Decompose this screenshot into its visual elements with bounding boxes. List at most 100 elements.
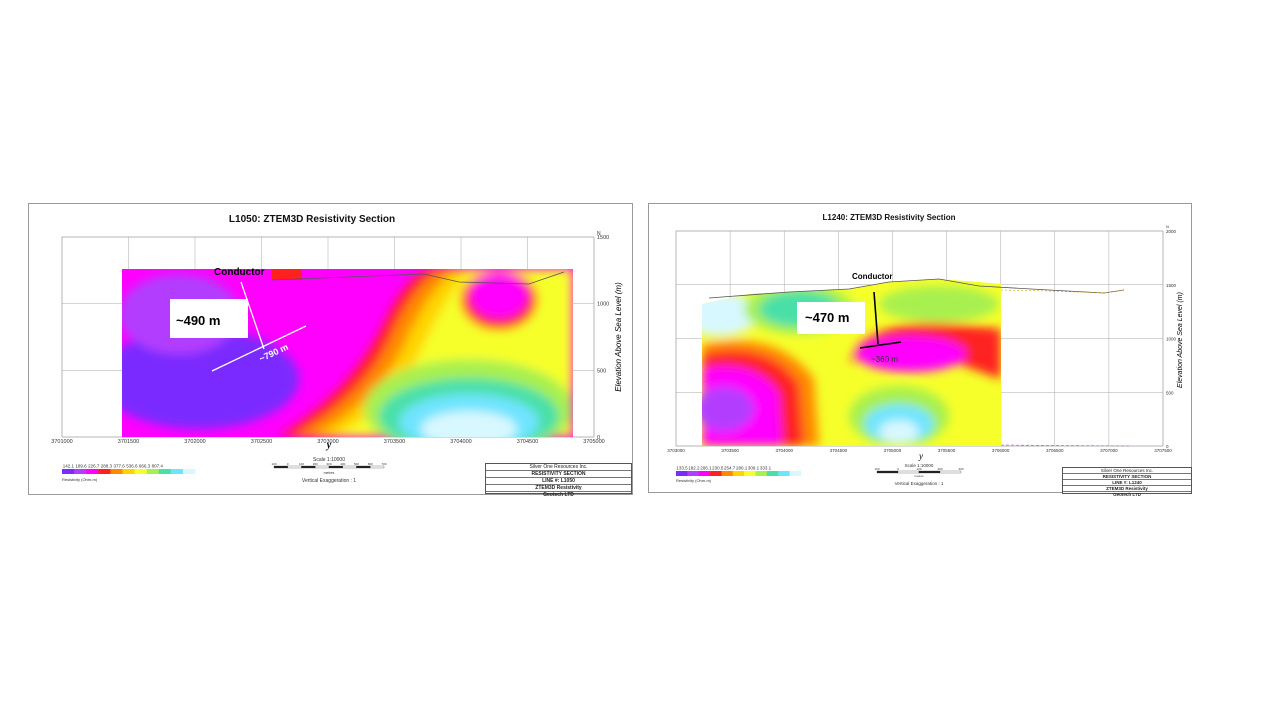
x-tick-label: 3703500 [721,448,739,453]
colorbar-tick-label: 142.1 [63,464,75,469]
north-label: N [1166,224,1169,229]
title-block-contractor: Geotech LTD [543,492,574,498]
y-axis-label: Elevation Above Sea Level (m) [614,282,623,392]
scale-tick-label: 100 [299,462,304,466]
depth-box [797,302,865,334]
x-axis-label: y [918,451,923,461]
vertical-exaggeration: Vertical Exaggeration : 1 [302,478,356,484]
colorbar-ticks: 133.5 182.2 206.1 230.5 254.7 280.1 309.1 333.1 [676,466,771,471]
width-label: ~360 m [871,355,898,364]
depth-label: ~470 m [805,310,849,325]
x-tick-label: 3705000 [884,448,902,453]
colorbar-swatch [98,469,111,474]
scale-tick-label: 600 [368,462,373,466]
colorbar-tick-label: 230.5 [712,466,724,471]
scale-bar-segment [356,465,371,469]
x-tick-label: 3706000 [992,448,1010,453]
colorbar-swatch [687,471,700,476]
y-axis: 0 500 1000 1500 2000 [1166,229,1177,449]
colorbar-swatch [698,471,711,476]
x-tick-label: 3701000 [51,439,72,445]
y-axis-label: Elevation Above Sea Level (m) [1177,292,1184,388]
colorbar [62,469,196,474]
resistivity-field [122,269,573,437]
scale-tick-label: 100 [271,462,276,466]
scale-tick-label: 200 [313,462,318,466]
colorbar-tick-label: 309.1 [748,466,760,471]
title-block-line: LINE #: L1240 [1063,480,1191,486]
x-tick-label: 3703000 [667,448,685,453]
x-tick-label: 3704500 [830,448,848,453]
scale-tick-label: 300 [326,462,331,466]
scale-tick-label: 500 [354,462,359,466]
section-panel-l1050: L1050: ZTEM3D Resistivity Section [28,203,633,498]
x-tick-label: 3704500 [517,439,538,445]
title-block-model: ZTEM3D Resistivity [486,485,631,492]
colorbar-tick-label: 288.3 [101,464,113,469]
depth-label: ~490 m [176,313,220,328]
title-block-company: Silver One Resources Inc. [1063,468,1191,474]
x-tick-label: 3703500 [384,439,405,445]
title-block: Silver One Resources Inc. RESISTIVITY SE… [1062,467,1192,497]
scale-unit: metres [324,471,335,475]
colorbar [676,471,802,476]
conductor-label: Conductor [214,267,265,278]
scale-bar-segment [328,465,343,469]
scale-text: Scale 1:10000 [313,457,345,463]
title-block-model: ZTEM3D Resistivity [1063,486,1191,492]
title-block-contractor: Geotech LTD [1113,492,1141,497]
y-tick-label: 0 [597,435,600,441]
colorbar-swatch [710,471,722,476]
colorbar-ticks: 142.1 189.6 226.7 288.3 377.6 536.6 666.3 807.4 [63,464,164,469]
colorbar-swatch [732,471,745,476]
section-chart-l1240: L1240: ZTEM3D Resistivity Section [667,213,1184,486]
scale-bar-segment [918,470,941,474]
colorbar-tick-label: 206.1 [700,466,712,471]
scale-tick-label: 0 [897,467,899,471]
x-axis-label: y [326,440,332,451]
scale-bar: 100 0 100 200 300 400 500 600 700 [271,462,387,469]
colorbar-tick-label: 536.6 [126,464,138,469]
x-tick-label: 3706500 [1046,448,1064,453]
colorbar-swatch [86,469,99,474]
scale-tick-label: 300 [958,467,963,471]
x-tick-label: 3701500 [118,439,139,445]
y-tick-label: 2000 [1166,229,1177,234]
north-label: N [597,231,601,237]
colorbar-swatch [62,469,75,474]
x-tick-label: 3705000 [583,439,604,445]
colorbar-tick-label: 133.5 [676,466,688,471]
section-panel-l1240: L1240: ZTEM3D Resistivity Section [648,203,1192,497]
colorbar-swatch [170,469,184,474]
colorbar-tick-label: 280.1 [736,466,748,471]
title-block: Silver One Resources Inc. RESISTIVITY SE… [485,463,632,498]
depth-line [873,291,879,345]
scale-unit: metres [914,474,924,478]
x-tick-label: 3702500 [251,439,272,445]
chart-title: L1240: ZTEM3D Resistivity Section [823,213,956,222]
scale-tick-label: 0 [287,462,289,466]
colorbar-tick-label: 254.7 [724,466,736,471]
y-tick-label: 1500 [1166,283,1177,288]
colorbar-swatch [766,471,779,476]
scale-tick-label: 700 [381,462,386,466]
colorbar-tick-label: 666.3 [139,464,151,469]
title-block-section: RESISTIVITY SECTION [486,471,631,478]
colorbar-tick-label: 807.4 [152,464,164,469]
x-tick-label: 3703000 [317,439,338,445]
scale-bar-segment [342,465,357,469]
colorbar-swatch [74,469,87,474]
width-line [859,341,902,349]
x-tick-label: 3707000 [1100,448,1118,453]
depth-line [240,281,265,350]
depth-box [170,299,248,338]
scale-tick-label: 100 [916,467,921,471]
x-axis: 3703000 3703500 3704000 3704500 3705000 37055… [667,448,1172,453]
colorbar-tick-label: 189.6 [75,464,87,469]
colorbar-swatch [182,469,196,474]
y-axis: 0 500 1000 1500 [597,235,609,441]
title-block-company: Silver One Resources Inc. [486,464,631,471]
title-block-line: LINE #: L1050 [486,478,631,485]
scale-bar-segment [273,465,288,469]
colorbar-swatch [676,471,688,476]
